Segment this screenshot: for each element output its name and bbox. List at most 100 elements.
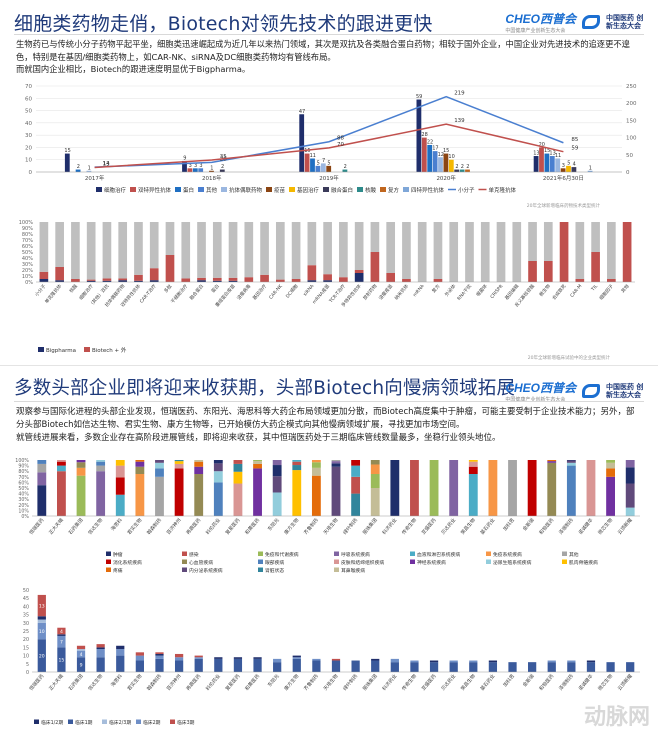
legend-label: 临床3期	[177, 719, 195, 726]
stacked-bar-segment	[76, 475, 86, 516]
legend-label: Biotech + 外	[92, 346, 127, 354]
legend-swatch	[106, 567, 111, 572]
x-tick-label: 翰森制药	[145, 517, 163, 536]
legend-label: 其他	[569, 551, 579, 558]
y2-tick-label: 50	[626, 153, 633, 159]
bar-value-label: 47	[299, 109, 305, 115]
legend-swatch	[221, 187, 227, 192]
legend-swatch	[258, 551, 263, 556]
x-tick-label: CAR-M	[569, 283, 583, 298]
stacked-bar-segment	[449, 662, 458, 672]
stacked-bar-segment	[566, 460, 576, 461]
stacked-bar-segment	[214, 658, 223, 672]
y-tick-label: 20	[23, 637, 29, 643]
legend-swatch	[198, 187, 204, 192]
stacked-bar-segment	[465, 222, 474, 282]
legend-label: 蛋白	[183, 186, 194, 194]
legend-label: 临床2期	[143, 719, 161, 726]
x-tick-label: CAR-T治疗	[138, 282, 158, 304]
bar-value-label: 28	[421, 132, 427, 138]
header-logos: CHEO西普会 中国健康产业创新生态大会 中国医药 创新生态大会	[505, 10, 650, 34]
stacked-bar-segment	[102, 278, 112, 281]
legend-label: 免疫系统疾病	[493, 551, 522, 558]
stacked-bar-segment	[625, 507, 635, 516]
y-tick-label: 0	[29, 170, 33, 176]
bar-value-label: 5	[317, 160, 320, 166]
legend-swatch	[266, 187, 272, 192]
bar	[438, 157, 443, 172]
stacked-bar-segment	[371, 658, 380, 661]
brand-mark-icon	[582, 15, 600, 29]
stacked-bar-segment	[606, 468, 615, 477]
stacked-bar-segment	[566, 462, 576, 466]
bar	[448, 159, 454, 172]
stacked-bar-segment	[291, 222, 301, 279]
stacked-bar-segment	[312, 658, 321, 661]
x-tick-label: 加科思	[501, 673, 516, 689]
bar	[427, 144, 433, 172]
y-tick-label: 30%	[18, 497, 29, 503]
cheo-logo: CHEO西普会 中国健康产业创新生态大会	[505, 12, 576, 34]
stacked-bar-segment	[410, 660, 419, 663]
legend-swatch	[403, 187, 409, 192]
stacked-bar-segment	[566, 465, 576, 516]
legend-swatch	[258, 567, 263, 572]
stacked-bar-segment	[292, 655, 301, 658]
stacked-bar-segment	[606, 460, 615, 463]
stacked-bar-segment	[410, 460, 419, 516]
y-tick-label: 15	[23, 645, 29, 651]
y-tick-label: 50	[23, 588, 29, 594]
stacked-bar-segment	[339, 277, 348, 282]
cheo-logo-2: CHEO西普会 中国健康产业创新生态大会	[505, 381, 576, 403]
bar-value-label: 15	[544, 148, 550, 154]
x-tick-label: 2017年	[85, 174, 105, 182]
stacked-bar-segment	[149, 268, 159, 281]
x-tick-label: 科济药业	[381, 517, 399, 536]
stacked-bar-segment	[272, 460, 282, 466]
stacked-bar-segment	[57, 647, 66, 672]
bar	[549, 156, 555, 172]
stacked-bar-segment	[194, 466, 204, 474]
x-tick-label: TIL	[590, 283, 600, 293]
stacked-bar-segment	[469, 660, 478, 663]
x-tick-label: 噬菌体	[475, 282, 489, 297]
legend-label: 疼痛	[113, 567, 123, 574]
legend-swatch	[96, 187, 102, 192]
x-tick-label: 其他	[619, 282, 631, 294]
stacked-bar-segment	[508, 662, 517, 672]
bar-value-label: 2	[221, 164, 224, 170]
x-tick-label: 石药集团	[67, 673, 85, 692]
chart-source: 20年全球新增临床药物技术类型统计	[527, 202, 601, 209]
stacked-bar-segment	[253, 460, 262, 462]
stacked-bar-segment	[586, 662, 596, 672]
bar	[304, 153, 310, 172]
stacked-bar-segment	[233, 463, 243, 472]
stacked-bar-segment	[37, 639, 46, 672]
legend-swatch	[410, 551, 415, 556]
x-tick-label: 再鼎医药	[185, 673, 203, 692]
stacked-bar-segment	[488, 460, 498, 516]
y-tick-label: 40%	[22, 256, 33, 262]
y2-tick-label: 250	[626, 84, 637, 90]
legend-swatch	[334, 567, 339, 572]
bar-value-label: 4	[60, 629, 63, 635]
stacked-bar-segment	[311, 462, 321, 468]
bar	[454, 169, 460, 172]
x-tick-label: 恒瑞医药	[28, 673, 46, 692]
legend-label: 感染	[189, 551, 199, 558]
stacked-bar-segment	[155, 653, 164, 656]
legend-swatch	[258, 559, 263, 564]
legend-label: 双特异性抗体	[138, 186, 172, 194]
stacked-bar-segment	[468, 461, 478, 467]
stacked-bar-segment	[96, 465, 106, 472]
x-tick-label: 溶瘤疫苗	[377, 282, 394, 301]
bar-value-label: 5	[327, 160, 330, 166]
legend-swatch	[38, 347, 44, 352]
legend-swatch	[130, 187, 136, 192]
stacked-bar-segment	[253, 461, 262, 464]
stacked-bar-segment	[626, 662, 635, 672]
stacked-bar-segment	[174, 468, 184, 516]
bar	[64, 153, 70, 172]
bar-value-label: 12	[438, 152, 444, 158]
stacked-bar-segment	[433, 279, 443, 282]
